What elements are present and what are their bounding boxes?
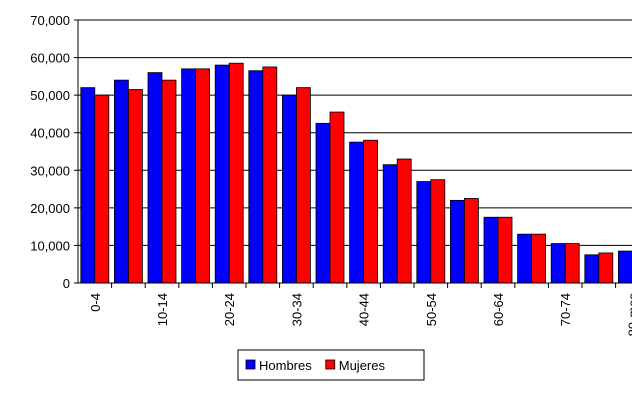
bar [564, 243, 580, 284]
bar [262, 66, 278, 284]
bar [195, 68, 211, 284]
bar [147, 72, 163, 284]
legend-swatch [245, 359, 256, 370]
bar [483, 216, 499, 284]
bar [349, 141, 365, 284]
bar [396, 158, 412, 284]
bar [463, 198, 479, 284]
bar [114, 79, 129, 284]
bar [228, 62, 244, 284]
bar [550, 243, 566, 284]
x-tick-label: 50-54 [424, 293, 439, 326]
x-tick-label: 60-64 [491, 293, 506, 326]
bar [295, 87, 311, 284]
bar [531, 233, 546, 284]
bar [497, 216, 513, 284]
bar [315, 122, 331, 284]
bar [214, 64, 230, 284]
bar [416, 181, 432, 284]
x-tick-label: 10-14 [155, 293, 170, 326]
y-tick-label: 60,000 [30, 51, 70, 66]
y-tick-label: 70,000 [30, 13, 70, 28]
bar [449, 199, 465, 284]
y-tick-label: 40,000 [30, 126, 70, 141]
y-tick-label: 0 [63, 276, 70, 291]
bar [517, 233, 532, 284]
bar [584, 254, 600, 284]
x-tick-label: 70-74 [558, 293, 573, 326]
bar [127, 89, 143, 284]
bar [598, 252, 614, 284]
bar [181, 68, 197, 284]
y-tick-label: 10,000 [30, 238, 70, 253]
y-tick-label: 50,000 [30, 88, 70, 103]
bar [281, 94, 297, 284]
y-tick-label: 20,000 [30, 201, 70, 216]
bar [382, 164, 398, 284]
x-tick-label: 80-mas [625, 293, 632, 337]
bar [161, 79, 177, 284]
x-tick-label: 40-44 [357, 293, 372, 326]
bar [363, 139, 379, 284]
bar [94, 94, 110, 284]
bar [80, 87, 96, 284]
x-tick-label: 20-24 [222, 293, 237, 326]
bar [618, 250, 632, 284]
x-tick-label: 30-34 [289, 293, 304, 326]
bar [430, 179, 446, 284]
x-tick-label: 0-4 [88, 293, 103, 312]
legend-label: Hombres [259, 358, 312, 373]
legend-swatch [325, 359, 336, 370]
legend-label: Mujeres [339, 358, 386, 373]
y-tick-label: 30,000 [30, 163, 70, 178]
bar [248, 70, 264, 284]
legend: Hombres Mujeres [237, 349, 425, 381]
bar [329, 111, 345, 284]
